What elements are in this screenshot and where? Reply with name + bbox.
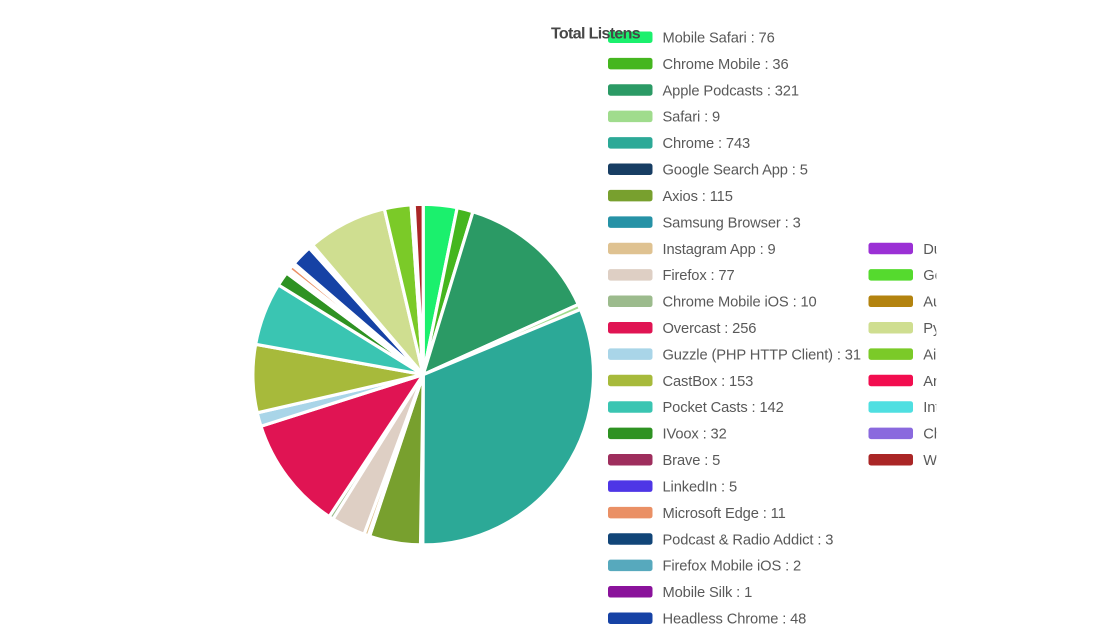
svg-text:IVoox : 32: IVoox : 32 (663, 427, 727, 443)
svg-text:Chromecast : 3: Chromecast : 3 (923, 427, 1021, 443)
svg-text:Arc : 2: Arc : 2 (923, 374, 965, 390)
svg-text:Guzzle (PHP HTTP Client) : 31: Guzzle (PHP HTTP Client) : 31 (663, 347, 861, 363)
svg-text:Brave : 5: Brave : 5 (663, 453, 721, 469)
svg-text:AirPodcasts : 60: AirPodcasts : 60 (923, 347, 1028, 363)
svg-text:Safari : 9: Safari : 9 (663, 110, 721, 126)
svg-text:Chrome Mobile : 36: Chrome Mobile : 36 (663, 57, 789, 73)
svg-text:Samsung Browser : 3: Samsung Browser : 3 (663, 215, 801, 231)
svg-text:Mobile Silk : 1: Mobile Silk : 1 (663, 585, 753, 601)
svg-text:Axios : 115: Axios : 115 (663, 189, 733, 205)
svg-text:CastBox : 153: CastBox : 153 (663, 374, 754, 390)
svg-text:AudioBoom : 5: AudioBoom : 5 (923, 295, 1018, 311)
svg-text:LinkedIn : 5: LinkedIn : 5 (663, 479, 738, 495)
svg-text:Internet Explorer : 2: Internet Explorer : 2 (923, 400, 1049, 416)
svg-text:GoogleBot : 3: GoogleBot : 3 (923, 268, 1011, 284)
svg-text:Chrome : 743: Chrome : 743 (663, 136, 751, 152)
svg-text:Python Requests : 180: Python Requests : 180 (923, 321, 1069, 337)
svg-text:Firefox : 77: Firefox : 77 (663, 268, 735, 284)
svg-text:Firefox Mobile iOS : 2: Firefox Mobile iOS : 2 (663, 559, 802, 575)
svg-text:Chrome Mobile iOS : 10: Chrome Mobile iOS : 10 (663, 295, 817, 311)
svg-text:WatchOS : 20: WatchOS : 20 (923, 453, 1012, 469)
svg-text:Apple Podcasts : 321: Apple Podcasts : 321 (663, 83, 799, 99)
svg-text:Google Search App : 5: Google Search App : 5 (663, 163, 808, 179)
svg-text:DuckDuckGo : 2: DuckDuckGo : 2 (923, 242, 1028, 258)
svg-text:Mobile Safari : 76: Mobile Safari : 76 (663, 31, 775, 47)
svg-text:Instagram App : 9: Instagram App : 9 (663, 242, 776, 258)
svg-text:Overcast : 256: Overcast : 256 (663, 321, 757, 337)
svg-text:Total Listens: Total Listens (551, 26, 641, 43)
svg-text:Microsoft Edge : 11: Microsoft Edge : 11 (663, 506, 786, 522)
svg-text:Headless Chrome : 48: Headless Chrome : 48 (663, 612, 807, 627)
svg-text:Pocket Casts : 142: Pocket Casts : 142 (663, 400, 784, 416)
svg-text:Podcast & Radio Addict : 3: Podcast & Radio Addict : 3 (663, 532, 834, 548)
